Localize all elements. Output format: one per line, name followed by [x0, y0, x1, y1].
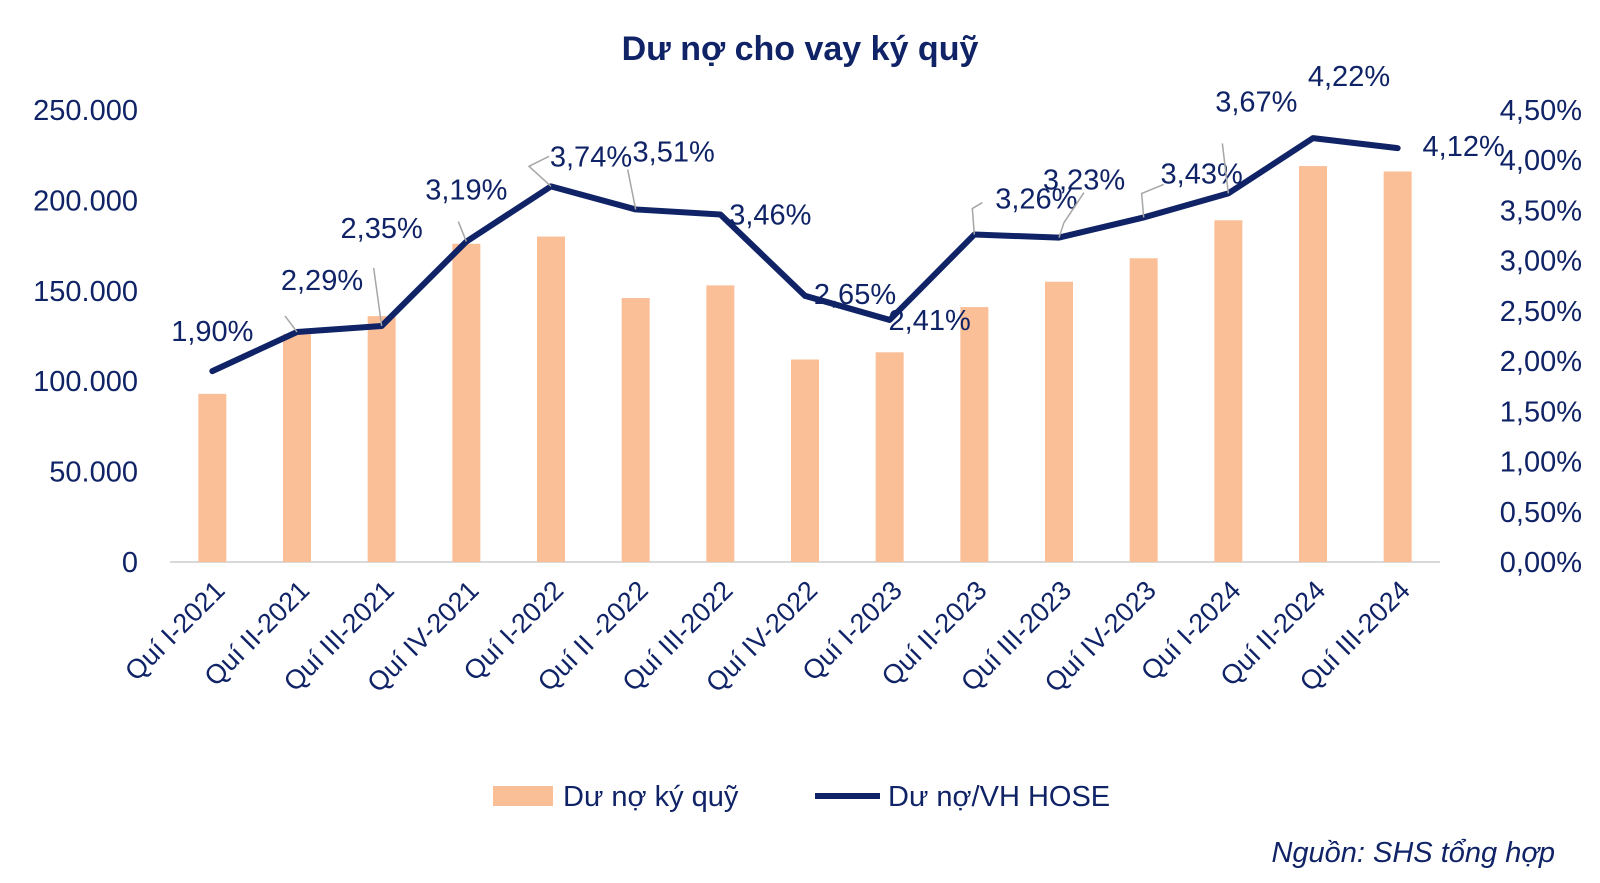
left-axis-tick: 150.000	[33, 276, 138, 308]
line-data-label: 3,51%	[633, 136, 715, 168]
right-axis-tick: 1,00%	[1500, 447, 1582, 479]
bar	[1299, 166, 1327, 562]
legend: Dư nợ ký quỹ Dư nợ/VH HOSE	[493, 781, 1110, 813]
leader-line	[1221, 143, 1230, 194]
legend-label-line: Dư nợ/VH HOSE	[888, 781, 1110, 813]
right-axis-tick: 4,00%	[1500, 145, 1582, 177]
legend-label-bar: Dư nợ ký quỹ	[563, 781, 739, 813]
line-data-label: 2,29%	[281, 265, 363, 297]
bar	[1383, 171, 1412, 563]
bar	[452, 243, 481, 563]
leader-line	[971, 201, 983, 235]
line-path	[209, 135, 1401, 375]
line-data-label: 1,90%	[171, 316, 253, 348]
left-axis-tick: 100.000	[33, 366, 138, 398]
bar	[706, 285, 735, 562]
right-axis-tick: 0,00%	[1500, 547, 1582, 579]
line-data-label: 2,41%	[889, 305, 971, 337]
left-axis-tick: 0	[122, 547, 138, 579]
leader-line	[457, 221, 468, 242]
bar	[1214, 220, 1243, 562]
line-data-label: 3,74%	[550, 141, 632, 173]
leader-line	[372, 267, 383, 327]
line-data-label: 3,46%	[729, 199, 811, 231]
bar	[283, 334, 311, 562]
bar	[198, 393, 227, 562]
bar-series	[198, 166, 1412, 563]
leader-line	[1140, 183, 1164, 218]
line-data-label: 3,26%	[995, 184, 1077, 216]
leader-line	[1058, 192, 1085, 238]
right-axis-tick: 2,50%	[1500, 296, 1582, 328]
right-axis-tick: 1,50%	[1500, 396, 1582, 428]
line-data-label: 4,12%	[1423, 131, 1505, 163]
bar	[1129, 258, 1158, 562]
leader-line	[284, 315, 298, 333]
bar	[791, 359, 819, 562]
left-axis: 0 50.000 100.000 150.000 200.000 250.000	[33, 95, 138, 579]
bar	[1045, 281, 1073, 562]
line-data-label: 2,65%	[814, 279, 896, 311]
right-axis-tick: 4,50%	[1500, 95, 1582, 127]
right-axis: 0,00% 0,50% 1,00% 1,50% 2,00% 2,50% 3,00% 3,50%…	[1500, 95, 1582, 579]
bar	[960, 307, 989, 562]
right-axis-tick: 3,50%	[1500, 195, 1582, 227]
right-axis-tick: 2,00%	[1500, 346, 1582, 378]
right-axis-tick: 3,00%	[1500, 246, 1582, 278]
line-data-label: 4,22%	[1308, 61, 1390, 93]
line-data-label: 3,19%	[425, 175, 507, 207]
bar	[537, 236, 565, 562]
line-data-label: 3,67%	[1215, 86, 1297, 118]
right-axis-tick: 0,50%	[1500, 497, 1582, 529]
bar	[875, 352, 904, 562]
left-axis-tick: 250.000	[33, 95, 138, 127]
source-note: Nguồn: SHS tổng hợp	[1271, 837, 1555, 869]
left-axis-tick: 200.000	[33, 185, 138, 217]
line-data-label: 2,35%	[341, 213, 423, 245]
chart-title: Dư nợ cho vay ký quỹ	[622, 30, 979, 68]
line-data-labels: 1,90% 2,29% 2,35%3,19% 3,74% 3,51% 3,46% 2,65%…	[171, 61, 1505, 348]
bar	[621, 298, 650, 562]
left-axis-tick: 50.000	[49, 457, 138, 489]
leader-line	[527, 155, 552, 187]
bar	[367, 316, 396, 562]
line-series	[209, 135, 1401, 375]
line-data-label: 3,43%	[1161, 158, 1243, 190]
legend-swatch-bar	[493, 786, 553, 806]
line-data-label: 3,23%	[1043, 165, 1125, 197]
leader-line	[626, 169, 637, 210]
